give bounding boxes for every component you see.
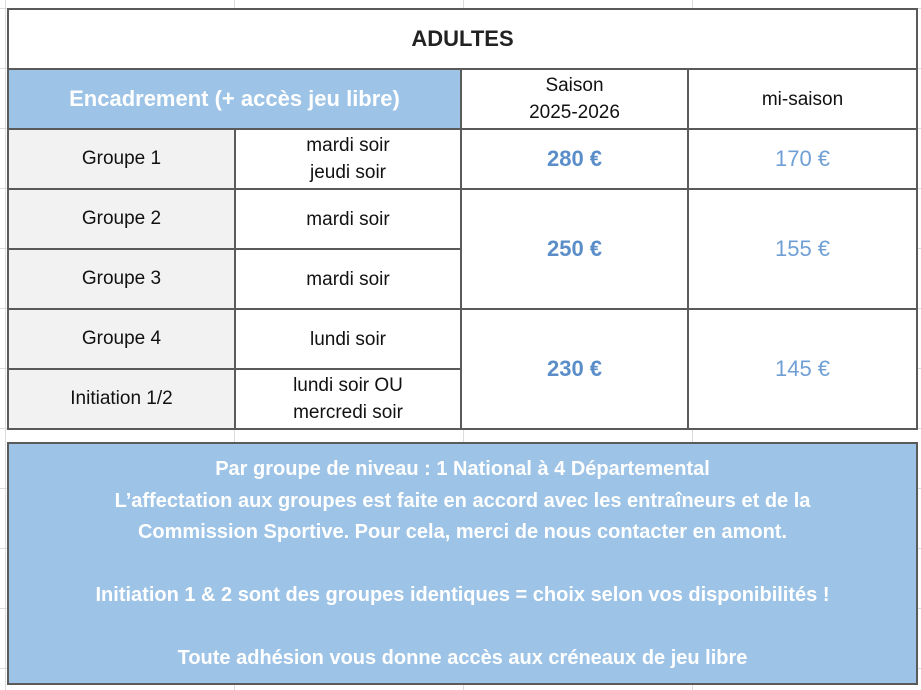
season-price: 280 € bbox=[546, 146, 603, 171]
group-cell-4: Groupe 4 bbox=[7, 308, 236, 370]
note-line-levels: Par groupe de niveau : 1 National à 4 Dé… bbox=[215, 457, 710, 480]
schedule-line: mardi soir bbox=[306, 208, 390, 230]
schedule-line: jeudi soir bbox=[309, 162, 387, 183]
season-price: 230 € bbox=[546, 356, 603, 381]
header-season-line1: Saison bbox=[545, 75, 604, 96]
schedule-cell-3: mardi soir bbox=[234, 248, 462, 310]
season-price: 250 € bbox=[546, 236, 603, 261]
season-price-cell-1: 280 € bbox=[460, 128, 689, 190]
season-price-cell-2: 250 € bbox=[460, 188, 689, 310]
note-line-initiation: Initiation 1 & 2 sont des groupes identi… bbox=[95, 584, 830, 607]
header-season-line2: 2025-2026 bbox=[529, 102, 620, 123]
group-label: Groupe 4 bbox=[81, 328, 162, 349]
group-cell-3: Groupe 3 bbox=[7, 248, 236, 310]
schedule-line: mardi soir bbox=[306, 268, 390, 290]
mid-season-price-cell-1: 170 € bbox=[687, 128, 918, 190]
schedule-line: lundi soir OU bbox=[293, 375, 403, 396]
group-label: Initiation 1/2 bbox=[70, 388, 173, 409]
notes-box: Par groupe de niveau : 1 National à 4 Dé… bbox=[7, 442, 918, 685]
group-label: Groupe 1 bbox=[81, 148, 162, 169]
header-encadrement-label: Encadrement (+ accès jeu libre) bbox=[69, 86, 400, 111]
schedule-line: mercredi soir bbox=[293, 402, 403, 423]
group-label: Groupe 3 bbox=[81, 268, 162, 289]
header-encadrement: Encadrement (+ accès jeu libre) bbox=[7, 68, 462, 130]
header-mid-season-label: mi-saison bbox=[761, 88, 844, 110]
title-text: ADULTES bbox=[411, 26, 514, 51]
schedule-cell-4: lundi soir bbox=[234, 308, 462, 370]
schedule-cell-2: mardi soir bbox=[234, 188, 462, 250]
mid-season-price-cell-2: 155 € bbox=[687, 188, 918, 310]
note-line-free-play: Toute adhésion vous donne accès aux crén… bbox=[177, 647, 748, 670]
mid-season-price: 155 € bbox=[774, 236, 831, 261]
group-cell-1: Groupe 1 bbox=[7, 128, 236, 190]
schedule-line: lundi soir bbox=[309, 328, 387, 350]
mid-season-price: 170 € bbox=[774, 146, 831, 171]
group-label: Groupe 2 bbox=[81, 208, 162, 229]
schedule-line: mardi soir bbox=[306, 135, 390, 156]
mid-season-price: 145 € bbox=[774, 356, 831, 381]
season-price-cell-3: 230 € bbox=[460, 308, 689, 430]
schedule-cell-5: lundi soir OU mercredi soir bbox=[234, 368, 462, 430]
group-cell-2: Groupe 2 bbox=[7, 188, 236, 250]
mid-season-price-cell-3: 145 € bbox=[687, 308, 918, 430]
table-title: ADULTES bbox=[7, 8, 918, 70]
header-mid-season: mi-saison bbox=[687, 68, 918, 130]
group-cell-5: Initiation 1/2 bbox=[7, 368, 236, 430]
note-line-commission: Commission Sportive. Pour cela, merci de… bbox=[137, 521, 788, 544]
header-season: Saison 2025-2026 bbox=[460, 68, 689, 130]
note-line-assignment: L’affectation aux groupes est faite en a… bbox=[114, 489, 811, 512]
schedule-cell-1: mardi soir jeudi soir bbox=[234, 128, 462, 190]
